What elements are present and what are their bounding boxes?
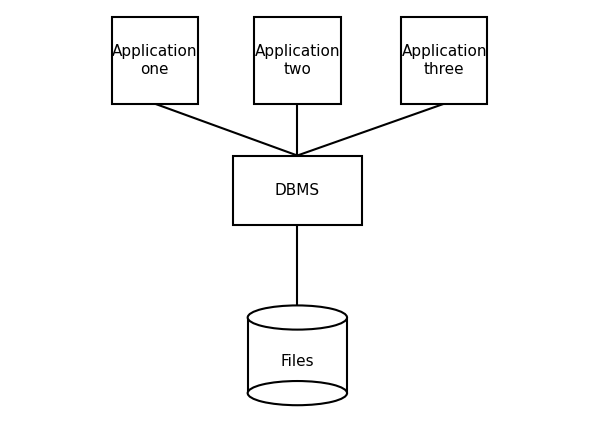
FancyBboxPatch shape <box>254 17 340 104</box>
Ellipse shape <box>248 381 347 405</box>
FancyBboxPatch shape <box>401 17 487 104</box>
Text: Application
one: Application one <box>112 44 198 77</box>
Ellipse shape <box>248 305 347 330</box>
Text: Files: Files <box>280 354 314 369</box>
FancyBboxPatch shape <box>233 156 362 225</box>
Text: DBMS: DBMS <box>275 183 320 197</box>
Text: Application
three: Application three <box>401 44 487 77</box>
FancyBboxPatch shape <box>111 17 198 104</box>
Text: Application
two: Application two <box>255 44 340 77</box>
